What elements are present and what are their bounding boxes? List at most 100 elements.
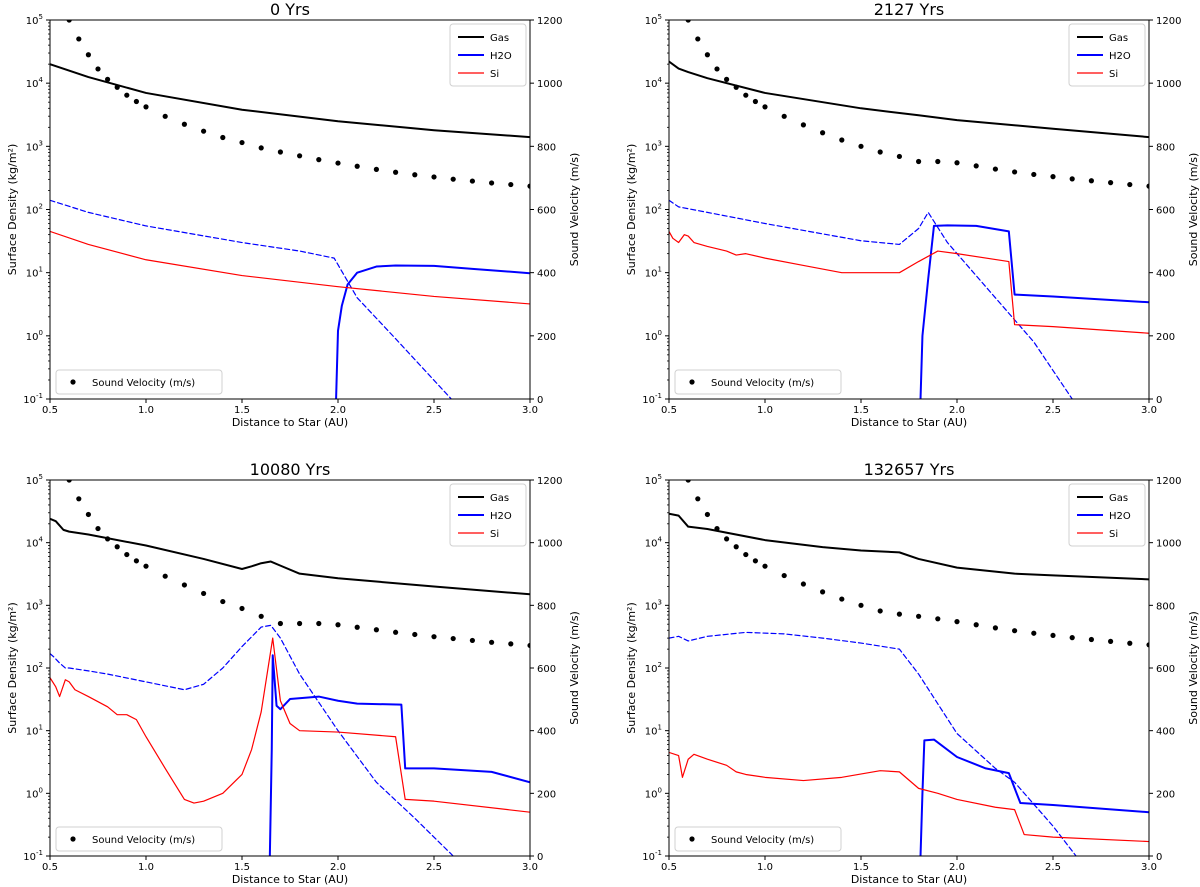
sound-velocity-point [704, 511, 711, 518]
series-si-line [669, 230, 1149, 334]
sound-velocity-point [489, 639, 495, 645]
y-right-tick-label: 200 [1156, 332, 1175, 343]
sound-velocity-point [1050, 632, 1056, 639]
plot-area [669, 20, 1149, 399]
legend-swatch-sound-velocity [70, 836, 76, 842]
sound-velocity-point [316, 157, 322, 163]
series-h2o-line [335, 264, 530, 399]
y-right-tick-label: 800 [1156, 601, 1175, 612]
y-right-tick-label: 200 [537, 789, 556, 800]
legend-label-h2o: H2O [1109, 51, 1131, 62]
sound-velocity-point [1050, 174, 1056, 180]
series-h2o-total-line [50, 624, 454, 856]
legend-label-gas: Gas [1109, 493, 1128, 504]
x-tick-label: 2.0 [330, 405, 346, 416]
x-tick-label: 3.0 [522, 862, 538, 873]
y-tick-label: 101 [26, 266, 43, 280]
y-right-tick-label: 400 [537, 269, 556, 280]
y-tick-label: 100 [26, 329, 43, 343]
sound-velocity-point [354, 624, 360, 630]
sound-velocity-legend: Sound Velocity (m/s) [55, 826, 223, 852]
sound-velocity-point [1108, 638, 1114, 644]
sound-velocity-point [1069, 176, 1075, 182]
y-right-tick-label: 600 [1156, 664, 1175, 675]
sound-velocity-point [896, 611, 903, 617]
legend-label-gas: Gas [1109, 33, 1128, 44]
y-tick-label: 10-1 [23, 392, 43, 406]
sound-velocity-point [858, 143, 864, 149]
sound-velocity-point [877, 149, 883, 155]
sound-velocity-point [685, 480, 691, 483]
legend-swatch-sound-velocity [689, 379, 695, 385]
sound-velocity-point [297, 153, 303, 159]
sound-velocity-point [896, 153, 903, 160]
sound-velocity-point [1088, 178, 1094, 184]
sound-velocity-point [973, 163, 979, 169]
y-tick-label: 10-1 [23, 849, 43, 863]
sound-velocity-point [489, 180, 495, 186]
series-h2o-total-line [669, 199, 1073, 399]
x-tick-label: 2.0 [949, 862, 965, 873]
sound-velocity-point [1127, 640, 1133, 646]
sound-velocity-point [335, 160, 341, 166]
sound-velocity-point [431, 174, 437, 180]
series-h2o-line [919, 224, 1149, 399]
sound-velocity-point [95, 525, 101, 532]
legend: Gas H2O Si [449, 23, 527, 87]
legend-label-si: Si [490, 529, 499, 540]
y-tick-label: 105 [26, 473, 43, 487]
legend-label-gas: Gas [490, 493, 509, 504]
x-tick-label: 3.0 [1141, 405, 1157, 416]
y-axis-label: Surface Density (kg/m²) [625, 144, 638, 275]
legend-label-h2o: H2O [490, 51, 512, 62]
sound-velocity-point [916, 613, 922, 619]
sound-velocity-point [800, 581, 807, 587]
sound-velocity-point [858, 602, 864, 608]
y-tick-label: 102 [645, 661, 662, 675]
x-tick-label: 2.0 [949, 405, 965, 416]
sound-velocity-point [469, 637, 475, 644]
y-right-tick-label: 600 [537, 206, 556, 217]
sound-velocity-legend: Sound Velocity (m/s) [674, 826, 842, 852]
legend-label-sound-velocity: Sound Velocity (m/s) [92, 378, 195, 389]
y-tick-label: 10-1 [642, 392, 662, 406]
y-axis-label: Surface Density (kg/m²) [6, 602, 19, 733]
y-tick-label: 103 [26, 598, 43, 612]
y-tick-label: 104 [26, 76, 44, 90]
sound-velocity-point [393, 629, 399, 635]
y-right-axis-label: Sound Velocity (m/s) [1187, 611, 1200, 725]
y-right-axis-label: Sound Velocity (m/s) [568, 611, 581, 725]
x-tick-label: 0.5 [42, 405, 58, 416]
sound-velocity-point [508, 641, 514, 647]
x-axis-label: Distance to Star (AU) [851, 873, 967, 886]
plot-area [50, 480, 530, 856]
y-right-tick-label: 0 [537, 395, 543, 406]
y-right-tick-label: 200 [537, 332, 556, 343]
sound-velocity-point [1108, 180, 1114, 186]
sound-velocity-point [277, 149, 283, 155]
x-tick-label: 3.0 [1141, 862, 1157, 873]
series-si-line [50, 230, 530, 305]
sound-velocity-point [201, 590, 207, 597]
y-tick-label: 100 [645, 329, 662, 343]
sound-velocity-point [527, 642, 530, 649]
y-right-tick-label: 400 [1156, 269, 1175, 280]
sound-velocity-point [752, 558, 759, 564]
sound-velocity-point [743, 92, 749, 98]
sound-velocity-point [124, 92, 130, 98]
sound-velocity-point [105, 76, 111, 82]
sound-velocity-point [105, 536, 111, 542]
series-h2o-line [919, 738, 1149, 856]
sound-velocity-point [66, 480, 72, 483]
x-tick-label: 1.5 [234, 405, 250, 416]
series-si-line [50, 637, 530, 813]
sound-velocity-point [1146, 642, 1149, 648]
x-tick-label: 2.5 [426, 862, 442, 873]
y-tick-label: 101 [26, 724, 43, 738]
legend: Gas H2O Si [1068, 23, 1146, 87]
y-right-tick-label: 0 [1156, 395, 1162, 406]
sound-velocity-point [335, 622, 341, 628]
y-right-tick-label: 1000 [537, 79, 562, 90]
sound-velocity-point [162, 573, 168, 579]
y-tick-label: 103 [645, 598, 662, 612]
